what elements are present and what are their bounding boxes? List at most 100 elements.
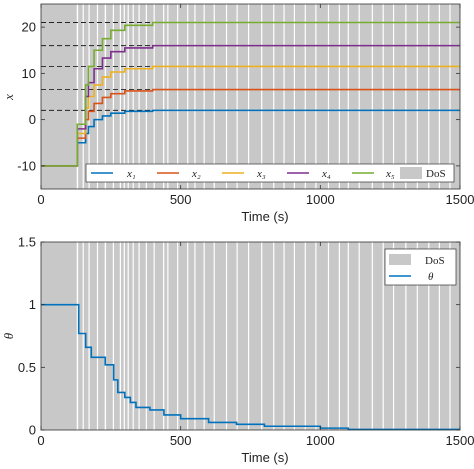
legend-label-x2: x₂ [191,168,201,180]
dos-gap-30 [338,242,340,430]
dos-gap-10 [138,4,140,189]
legend-label-theta: θ [428,271,434,283]
dos-gap-14 [167,4,169,189]
y-axis-label-bottom: θ [1,332,16,339]
y-tick-label-0: 0 [29,423,36,438]
series-line-theta [41,303,460,431]
dos-gap-30 [338,4,340,189]
dos-gap-29 [327,4,330,189]
dos-gap-11 [145,242,147,430]
dos-gap-18 [203,4,205,189]
axes-box-bottom [40,241,461,431]
dos-gap-37 [416,242,418,430]
legend-label-x4: x₄ [321,168,331,180]
dos-gap-25 [283,4,285,189]
dos-gap-15 [177,242,179,430]
dos-gap-23 [261,4,263,189]
legend-swatch-dos-bottom [389,254,411,265]
dos-gap-34 [382,4,384,189]
x-axis-label-top: Time (s) [241,209,288,224]
ticks-bottom: 0 500 1000 1500 0 0.5 1 1.5 [18,235,474,449]
dos-gap-31 [347,242,349,430]
dos-gap-6 [119,242,121,430]
y-tick-label-2: 10 [22,66,36,81]
legend-swatch-dos-top [400,167,422,179]
dos-gap-38 [428,4,430,189]
dos-gap-3 [96,4,99,189]
dos-gap-39 [438,242,440,430]
x-tick-label-3: 1500 [446,433,474,448]
y-tick-label-0: -10 [17,158,36,173]
dos-gap-32 [358,242,360,430]
dos-gap-16 [187,242,189,430]
dos-gaps-bottom [76,242,451,430]
dos-gap-28 [315,4,317,189]
dos-gap-24 [273,4,275,189]
legend-label-x1: x₁ [126,168,136,180]
dos-gap-35 [392,242,395,430]
dos-gap-26 [293,4,295,189]
dos-gap-36 [405,242,407,430]
dos-gap-20 [225,4,228,189]
dos-gap-38 [428,242,430,430]
x-tick-label-0: 0 [37,433,44,448]
dos-gap-39 [438,4,440,189]
dos-gap-33 [371,242,373,430]
x-tick-label-2: 1000 [306,192,335,207]
legend-bottom: DoS θ [384,248,457,286]
dos-gap-29 [327,242,330,430]
dos-gap-10 [138,242,140,430]
legend-label-x5: x₅ [385,168,395,180]
y-tick-label-3: 1.5 [18,235,36,250]
dos-gap-22 [247,4,250,189]
x-tick-label-2: 1000 [306,433,335,448]
dos-gap-34 [382,242,384,430]
dos-gap-1 [82,4,84,189]
y-tick-label-1: 0 [29,112,36,127]
dos-gap-2 [88,242,90,430]
y-tick-label-2: 1 [29,297,36,312]
dos-gap-0 [76,242,79,430]
ticks-top: 0 500 1000 1500 -10 0 10 20 [17,4,474,207]
legend-box-top [85,163,455,183]
dos-gap-8 [127,242,129,430]
dos-gap-11 [145,4,147,189]
dos-gaps-top [76,4,451,189]
dos-gap-17 [194,242,196,430]
dos-gap-21 [236,4,238,189]
dos-gap-12 [153,242,155,430]
dos-gap-1 [82,242,84,430]
dos-gap-18 [203,242,205,430]
dos-gap-0 [76,4,79,189]
dos-gap-4 [104,242,107,430]
dos-gap-25 [283,242,285,430]
x-tick-label-1: 500 [170,433,192,448]
dos-gap-35 [392,4,395,189]
dos-gap-12 [153,4,155,189]
x-tick-label-0: 0 [37,192,44,207]
x-tick-label-1: 500 [170,192,192,207]
dos-gap-7 [123,242,125,430]
x-trajectories-chart: 0 500 1000 1500 -10 0 10 20 Time (s) x x₁ x₂ x₃… [1,3,474,224]
theta-chart: 0 500 1000 1500 0 0.5 1 1.5 Time (s) θ DoS θ [1,235,474,466]
dos-gap-13 [163,242,165,430]
dos-gap-27 [304,4,306,189]
dos-gap-21 [236,242,238,430]
dos-gap-7 [123,4,125,189]
dos-gap-4 [104,4,107,189]
dos-gap-17 [194,4,196,189]
dos-gap-3 [96,242,99,430]
dos-gap-8 [127,4,129,189]
axes-box-top [40,3,461,190]
theta-series-line [41,303,460,431]
x-axis-label-bottom: Time (s) [241,450,288,465]
dos-gap-26 [293,242,295,430]
dos-gap-16 [187,4,189,189]
legend-label-x3: x₃ [256,168,266,180]
dos-gap-33 [371,4,373,189]
dos-gap-13 [163,4,165,189]
dos-gap-37 [416,4,418,189]
dos-gap-19 [213,242,215,430]
x-series-lines [41,21,460,167]
dos-gap-32 [358,4,360,189]
